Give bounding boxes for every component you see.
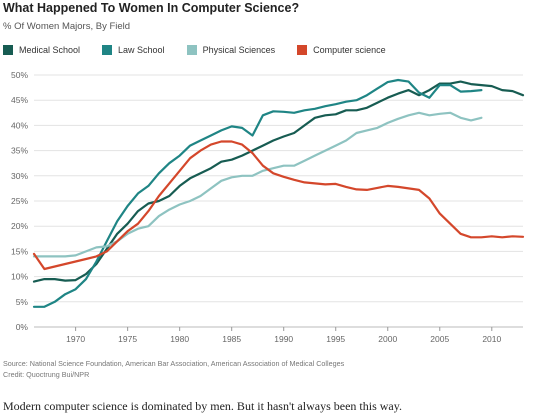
legend-swatch xyxy=(186,44,197,55)
image-caption: Modern computer science is dominated by … xyxy=(3,399,402,413)
legend-item-computer-science: Computer science xyxy=(297,44,386,55)
source-note: Source: National Science Foundation, Ame… xyxy=(3,359,345,368)
legend-item-physical-sciences: Physical Sciences xyxy=(186,44,276,55)
y-tick-label: 45% xyxy=(11,95,28,105)
x-tick-label: 2005 xyxy=(430,334,449,344)
legend-swatch xyxy=(297,44,308,55)
chart-legend: Medical School Law School Physical Science… xyxy=(3,42,408,57)
chart-title: What Happened To Women In Computer Scien… xyxy=(3,1,300,15)
legend-swatch xyxy=(3,44,13,55)
legend-item-law-school: Law School xyxy=(102,44,165,55)
line-chart: 0% 5% 10% 15% 20% 25% 30% 35% 40% 45% 50% 1970 1975 1… xyxy=(11,70,525,344)
y-tick-label: 0% xyxy=(16,322,29,332)
y-tick-label: 5% xyxy=(16,297,29,307)
y-tick-label: 20% xyxy=(11,221,28,231)
legend-item-medical-school: Medical School xyxy=(3,44,81,55)
credit-note: Credit: Quoctrung Bui/NPR xyxy=(3,370,90,379)
legend-label: Physical Sciences xyxy=(202,44,276,55)
y-tick-label: 25% xyxy=(11,196,28,206)
chart-footer: Source: National Science Foundation, Ame… xyxy=(3,358,344,380)
legend-label: Medical School xyxy=(19,44,81,55)
y-tick-label: 40% xyxy=(11,120,28,130)
series-line-physical-sciences xyxy=(32,111,483,258)
series-line-medical-school xyxy=(32,80,525,283)
x-tick-label: 1995 xyxy=(326,334,345,344)
y-tick-label: 35% xyxy=(11,146,28,156)
x-tick-label: 1970 xyxy=(66,334,85,344)
y-tick-label: 30% xyxy=(11,171,28,181)
legend-swatch xyxy=(102,44,113,55)
legend-label: Law School xyxy=(118,44,165,55)
x-tick-label: 1985 xyxy=(222,334,241,344)
y-tick-label: 15% xyxy=(11,246,28,256)
x-tick-label: 2010 xyxy=(482,334,501,344)
series-line-computer-science xyxy=(32,140,525,271)
y-tick-label: 10% xyxy=(11,272,28,282)
x-tick-label: 1980 xyxy=(170,334,189,344)
x-tick-label: 1975 xyxy=(118,334,137,344)
series-line-law-school xyxy=(32,78,483,308)
y-tick-label: 50% xyxy=(11,70,28,80)
chart-subtitle: % Of Women Majors, By Field xyxy=(3,21,131,32)
x-tick-label: 2000 xyxy=(378,334,397,344)
x-tick-label: 1990 xyxy=(274,334,293,344)
legend-label: Computer science xyxy=(313,44,386,55)
